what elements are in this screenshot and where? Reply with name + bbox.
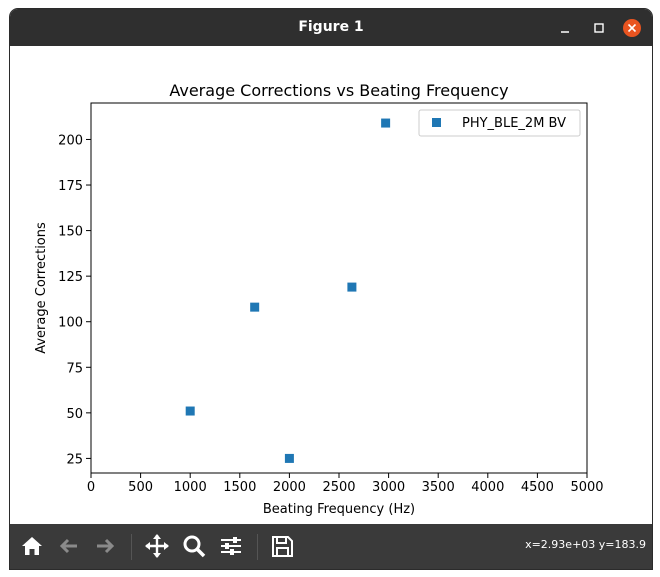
data-point <box>284 453 294 463</box>
y-tick-label: 100 <box>58 316 83 331</box>
x-axis: 0 500 1000 1500 2000 2500 3000 3500 4000 4500 5000 <box>87 473 604 495</box>
figure-canvas[interactable]: Average Corrections vs Beating Frequency… <box>10 46 652 524</box>
forward-arrow-icon[interactable] <box>91 532 119 560</box>
x-tick-label: 2000 <box>273 480 306 495</box>
x-tick-label: 0 <box>87 480 95 495</box>
scatter-chart: Average Corrections vs Beating Frequency… <box>34 81 604 517</box>
save-floppy-icon[interactable] <box>268 532 296 560</box>
legend-box <box>418 109 581 137</box>
y-tick-label: 75 <box>66 361 83 376</box>
plot-area <box>90 102 588 474</box>
maximize-icon[interactable] <box>589 18 609 38</box>
data-point <box>185 406 195 416</box>
y-tick-label: 125 <box>58 270 83 285</box>
x-tick-label: 3500 <box>422 480 455 495</box>
close-icon[interactable] <box>622 18 642 38</box>
data-point <box>347 282 357 292</box>
navigation-toolbar: x=2.93e+03 y=183.9 <box>10 524 652 569</box>
y-tick-label: 25 <box>66 452 83 467</box>
x-tick-label: 5000 <box>570 480 603 495</box>
minimize-icon[interactable] <box>555 18 575 38</box>
x-tick-label: 1500 <box>223 480 256 495</box>
chart-title: Average Corrections vs Beating Frequency <box>169 81 508 100</box>
x-tick-label: 2500 <box>322 480 355 495</box>
x-axis-label: Beating Frequency (Hz) <box>263 502 415 517</box>
back-arrow-icon[interactable] <box>55 532 83 560</box>
x-tick-label: 4500 <box>521 480 554 495</box>
x-tick-label: 500 <box>128 480 153 495</box>
title-bar[interactable]: Figure 1 <box>10 9 652 46</box>
toolbar-separator <box>131 534 132 560</box>
figure-window: Figure 1 Average Corrections vs Beating … <box>9 8 653 570</box>
y-tick-label: 50 <box>66 407 83 422</box>
y-tick-label: 200 <box>58 133 83 148</box>
data-point <box>250 302 260 312</box>
y-axis-label: Average Corrections <box>34 222 49 354</box>
data-point <box>381 118 391 128</box>
data-points <box>185 118 391 463</box>
cursor-coordinates: x=2.93e+03 y=183.9 <box>525 538 646 551</box>
toolbar-separator <box>257 534 258 560</box>
x-tick-label: 4000 <box>471 480 504 495</box>
window-title: Figure 1 <box>298 19 364 35</box>
zoom-magnifier-icon[interactable] <box>180 532 208 560</box>
x-tick-label: 1000 <box>174 480 207 495</box>
legend-label: PHY_BLE_2M BV <box>462 116 566 131</box>
x-tick-label: 3000 <box>372 480 405 495</box>
y-tick-label: 150 <box>58 225 83 240</box>
legend-marker <box>432 118 441 127</box>
home-icon[interactable] <box>18 532 46 560</box>
legend: PHY_BLE_2M BV <box>418 109 581 137</box>
y-tick-label: 175 <box>58 179 83 194</box>
pan-move-icon[interactable] <box>143 532 171 560</box>
configure-subplots-icon[interactable] <box>217 532 245 560</box>
y-axis: 25 50 75 100 125 150 175 200 <box>58 133 91 467</box>
